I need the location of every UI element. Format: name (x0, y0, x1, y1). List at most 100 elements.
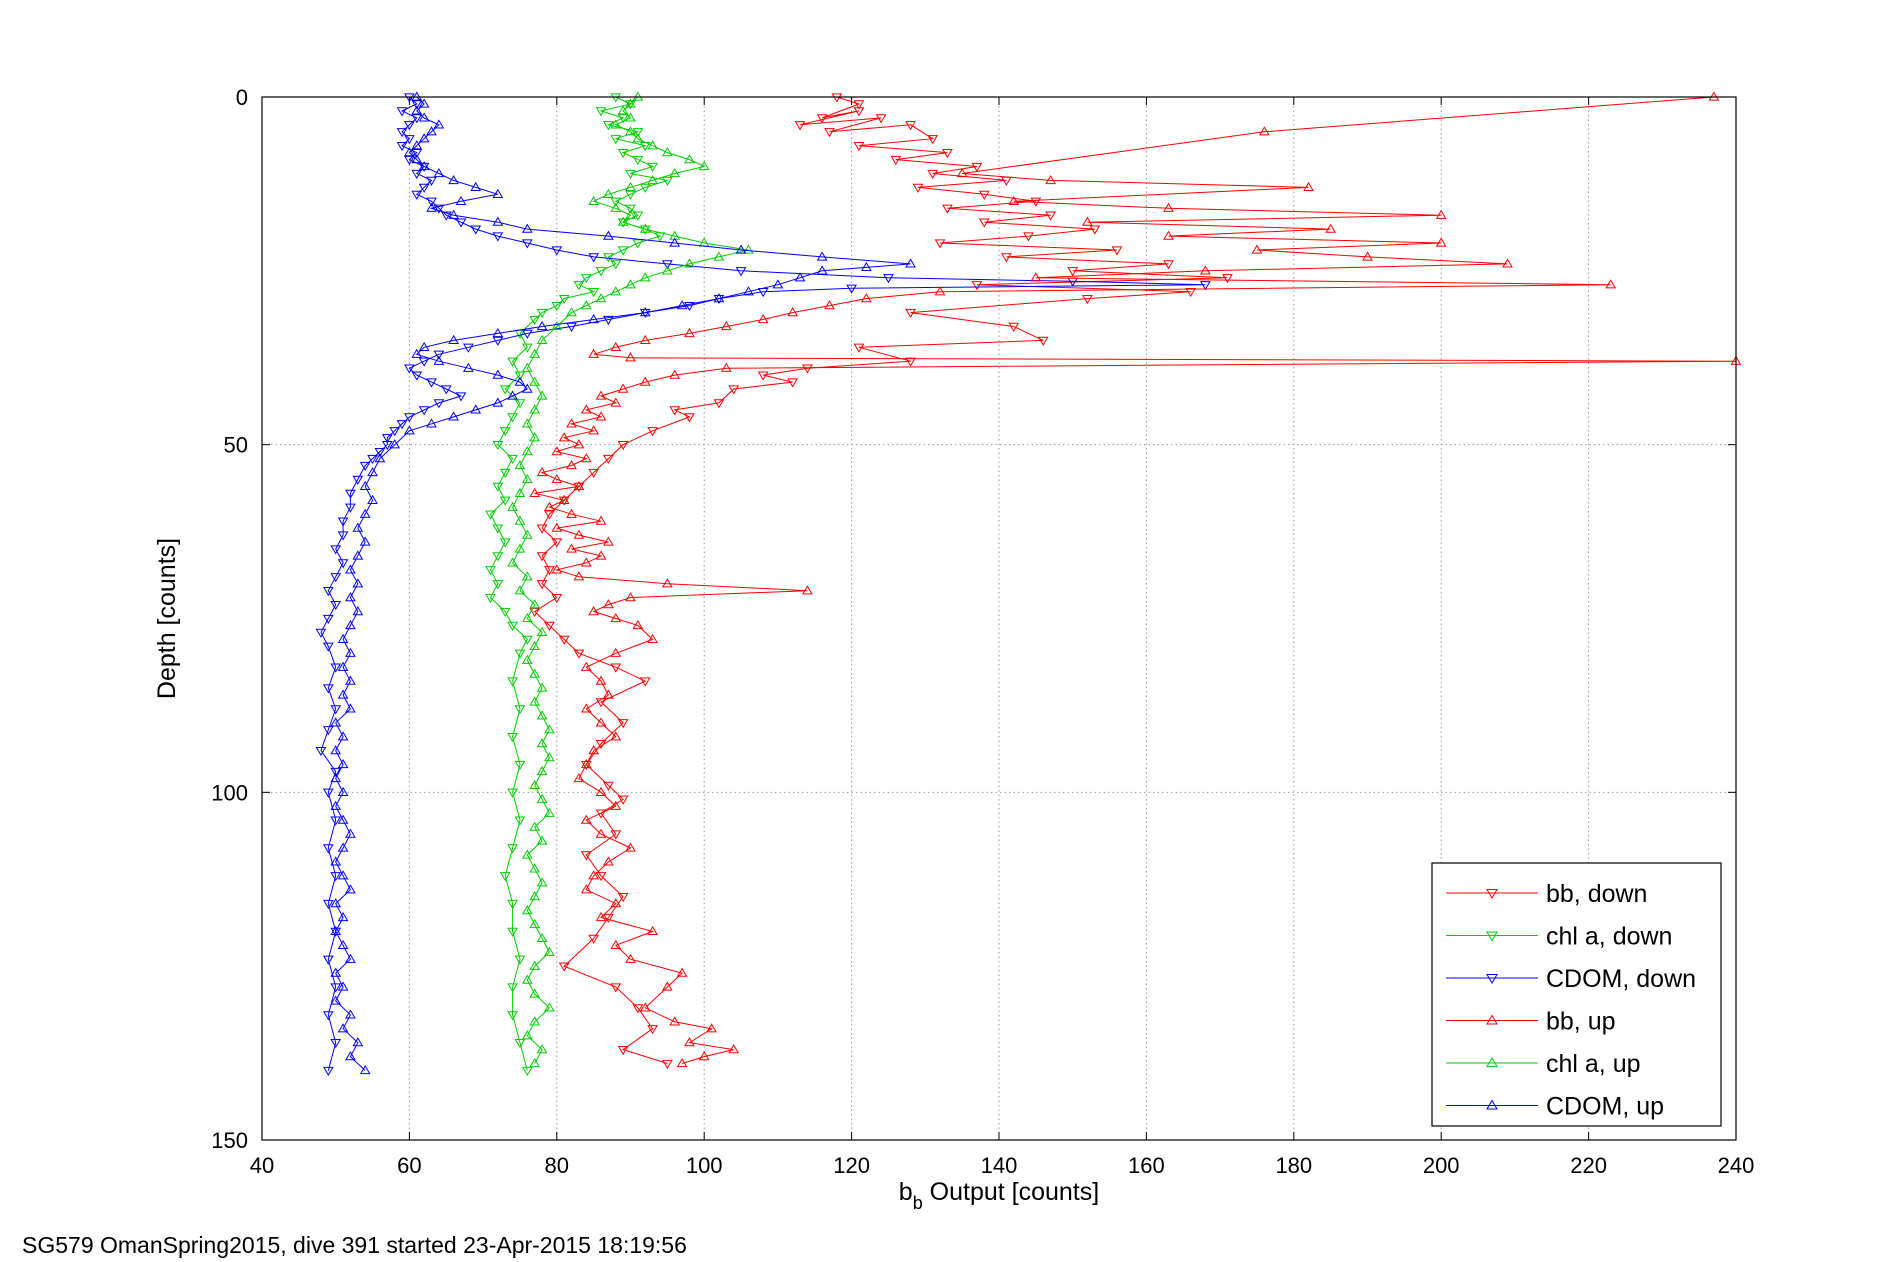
data-point (794, 272, 806, 282)
legend-marker (1486, 1014, 1498, 1025)
data-point (345, 828, 356, 838)
legend-label: CDOM, down (1546, 965, 1696, 993)
data-point (514, 399, 526, 409)
data-point (551, 301, 563, 312)
data-point (529, 376, 541, 386)
data-point (1037, 336, 1049, 346)
data-point (617, 216, 629, 226)
data-point (404, 155, 415, 166)
data-point (566, 307, 577, 317)
data-point (322, 642, 334, 652)
data-point (462, 343, 474, 353)
data-point (610, 800, 622, 810)
data-point (684, 301, 695, 312)
data-point (853, 107, 865, 117)
series-line (335, 96, 911, 1071)
data-point (514, 371, 526, 381)
x-tick-label: 200 (1423, 1153, 1460, 1178)
data-point (330, 745, 342, 755)
y-axis-label: Depth [counts] (153, 538, 181, 699)
data-point (529, 863, 541, 873)
data-point (514, 585, 526, 595)
data-point (507, 844, 518, 854)
data-point (411, 154, 423, 164)
data-point (330, 573, 342, 583)
data-point (345, 884, 356, 894)
data-point (418, 406, 430, 416)
series-5 (330, 91, 916, 1075)
data-point (573, 281, 585, 291)
data-point (566, 508, 577, 518)
data-point (499, 496, 511, 506)
data-point (536, 835, 548, 845)
data-point (359, 508, 371, 518)
data-point (426, 418, 437, 428)
data-point (603, 230, 614, 240)
data-point (404, 147, 415, 157)
data-point (603, 599, 614, 609)
data-point (588, 195, 600, 205)
data-point (426, 197, 437, 207)
data-point (1000, 253, 1012, 263)
x-tick-label: 220 (1570, 1153, 1607, 1178)
data-point (499, 607, 511, 618)
data-point (536, 552, 548, 562)
data-point (625, 126, 636, 136)
data-point (529, 821, 541, 831)
data-point (345, 1051, 356, 1061)
data-point (603, 856, 614, 866)
data-point (544, 621, 555, 631)
data-point (802, 364, 813, 374)
data-point (1435, 237, 1447, 247)
data-point (860, 293, 872, 303)
data-point (603, 913, 614, 923)
data-point (345, 1009, 356, 1019)
data-point (536, 334, 548, 345)
data-point (322, 614, 334, 624)
data-point (485, 593, 496, 604)
data-point (330, 983, 342, 993)
data-point (529, 960, 541, 970)
data-point (639, 223, 651, 233)
data-point (1067, 267, 1079, 277)
data-point (846, 284, 857, 294)
data-point (521, 613, 533, 623)
series-3 (529, 91, 1742, 1068)
data-point (426, 202, 437, 212)
data-point (942, 148, 953, 159)
data-point (426, 126, 437, 136)
data-point (345, 592, 356, 602)
data-point (617, 719, 629, 729)
data-point (684, 258, 695, 268)
data-point (345, 619, 356, 630)
data-point (551, 522, 563, 532)
data-point (359, 480, 371, 491)
data-point (566, 418, 577, 428)
data-point (610, 286, 622, 296)
legend-item: bb, up (1446, 1008, 1616, 1036)
data-point (507, 788, 518, 798)
data-point (588, 425, 600, 435)
data-point (905, 308, 916, 319)
data-point (433, 350, 445, 360)
data-point (448, 411, 459, 421)
data-point (367, 454, 378, 465)
data-point (647, 140, 658, 150)
data-point (595, 515, 607, 525)
legend-label: chl a, down (1546, 923, 1672, 951)
data-point (330, 767, 342, 777)
data-point (352, 578, 364, 588)
x-tick-label: 160 (1128, 1153, 1165, 1178)
data-point (529, 640, 541, 650)
data-point (322, 1011, 334, 1021)
legend-marker (1486, 931, 1498, 942)
data-point (573, 649, 585, 659)
data-point (603, 121, 614, 131)
data-point (632, 239, 644, 249)
data-point (521, 1066, 533, 1076)
data-point (330, 995, 342, 1005)
data-point (521, 239, 533, 249)
data-point (1023, 232, 1034, 242)
data-point (404, 413, 415, 423)
data-point (507, 899, 518, 910)
